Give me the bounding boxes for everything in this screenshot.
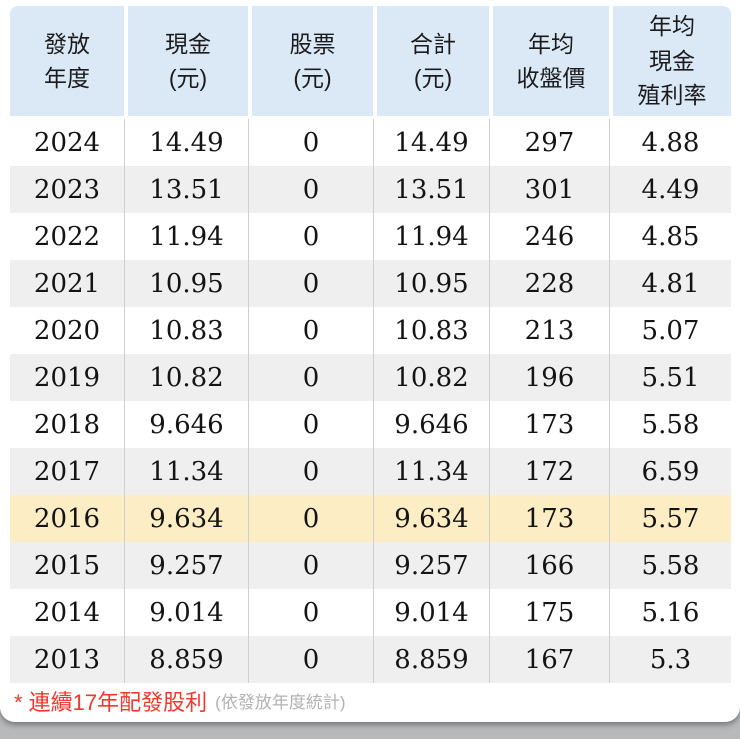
cell-total: 11.94 [373, 213, 489, 260]
cell-stock: 0 [248, 213, 373, 260]
cell-avg-close: 228 [489, 260, 609, 307]
col-header-avg-close: 年均 收盤價 [489, 6, 609, 119]
table-row: 2023 13.51 0 13.51 301 4.49 [10, 166, 731, 213]
cell-cash: 10.82 [124, 354, 248, 401]
table-row: 2016 9.634 0 9.634 173 5.57 [10, 495, 731, 542]
table-row: 2017 11.34 0 11.34 172 6.59 [10, 448, 731, 495]
cell-avg-close: 213 [489, 307, 609, 354]
table-row: 2022 11.94 0 11.94 246 4.85 [10, 213, 731, 260]
cell-year: 2022 [10, 213, 124, 260]
cell-total: 9.014 [373, 589, 489, 636]
cell-stock: 0 [248, 448, 373, 495]
footnote-sub: (依發放年度統計) [215, 693, 346, 712]
cell-cash-yield: 5.3 [609, 636, 731, 683]
cell-cash: 9.634 [124, 495, 248, 542]
cell-cash: 13.51 [124, 166, 248, 213]
table-body: 2024 14.49 0 14.49 297 4.88 2023 13.51 0 13.51 301… [10, 119, 731, 683]
cell-stock: 0 [248, 119, 373, 166]
table-row: 2020 10.83 0 10.83 213 5.07 [10, 307, 731, 354]
cell-cash-yield: 5.57 [609, 495, 731, 542]
cell-year: 2020 [10, 307, 124, 354]
cell-year: 2021 [10, 260, 124, 307]
cell-stock: 0 [248, 636, 373, 683]
cell-cash: 9.014 [124, 589, 248, 636]
footnote-main: * 連續17年配發股利 [14, 689, 208, 715]
cell-cash: 9.257 [124, 542, 248, 589]
cell-cash-yield: 5.58 [609, 401, 731, 448]
cell-year: 2023 [10, 166, 124, 213]
cell-cash: 10.95 [124, 260, 248, 307]
cell-year: 2018 [10, 401, 124, 448]
col-header-cash-yield: 年均 現金 殖利率 [609, 6, 731, 119]
cell-stock: 0 [248, 307, 373, 354]
cell-avg-close: 297 [489, 119, 609, 166]
cell-cash: 11.94 [124, 213, 248, 260]
cell-cash-yield: 4.49 [609, 166, 731, 213]
cell-total: 9.634 [373, 495, 489, 542]
cell-total: 11.34 [373, 448, 489, 495]
cell-total: 10.83 [373, 307, 489, 354]
table-row: 2013 8.859 0 8.859 167 5.3 [10, 636, 731, 683]
cell-cash: 10.83 [124, 307, 248, 354]
cell-stock: 0 [248, 495, 373, 542]
cell-total: 9.257 [373, 542, 489, 589]
cell-cash: 11.34 [124, 448, 248, 495]
dividend-table: 發放 年度 現金 (元) 股票 (元) 合計 (元) 年均 收盤價 年均 現金 … [10, 6, 731, 683]
cell-year: 2016 [10, 495, 124, 542]
cell-avg-close: 175 [489, 589, 609, 636]
cell-cash-yield: 5.51 [609, 354, 731, 401]
footnote-bar: * 連續17年配發股利 (依發放年度統計) [0, 683, 740, 718]
cell-year: 2015 [10, 542, 124, 589]
cell-year: 2024 [10, 119, 124, 166]
col-header-cash: 現金 (元) [124, 6, 248, 119]
cell-stock: 0 [248, 260, 373, 307]
cell-year: 2014 [10, 589, 124, 636]
cell-avg-close: 301 [489, 166, 609, 213]
cell-total: 13.51 [373, 166, 489, 213]
cell-total: 10.82 [373, 354, 489, 401]
cell-cash: 9.646 [124, 401, 248, 448]
cell-cash-yield: 4.85 [609, 213, 731, 260]
table-row: 2014 9.014 0 9.014 175 5.16 [10, 589, 731, 636]
cell-cash-yield: 5.16 [609, 589, 731, 636]
col-header-stock: 股票 (元) [248, 6, 373, 119]
cell-total: 10.95 [373, 260, 489, 307]
table-row: 2015 9.257 0 9.257 166 5.58 [10, 542, 731, 589]
cell-year: 2013 [10, 636, 124, 683]
cell-avg-close: 246 [489, 213, 609, 260]
col-header-issue-year: 發放 年度 [10, 6, 124, 119]
cell-stock: 0 [248, 401, 373, 448]
cell-avg-close: 173 [489, 495, 609, 542]
col-header-total: 合計 (元) [373, 6, 489, 119]
cell-cash-yield: 4.88 [609, 119, 731, 166]
table-row: 2024 14.49 0 14.49 297 4.88 [10, 119, 731, 166]
cell-stock: 0 [248, 354, 373, 401]
table-row: 2019 10.82 0 10.82 196 5.51 [10, 354, 731, 401]
cell-avg-close: 172 [489, 448, 609, 495]
cell-year: 2019 [10, 354, 124, 401]
cell-total: 14.49 [373, 119, 489, 166]
cell-avg-close: 167 [489, 636, 609, 683]
cell-year: 2017 [10, 448, 124, 495]
cell-cash-yield: 5.58 [609, 542, 731, 589]
cell-cash: 8.859 [124, 636, 248, 683]
cell-cash-yield: 4.81 [609, 260, 731, 307]
cell-cash-yield: 6.59 [609, 448, 731, 495]
table-row: 2018 9.646 0 9.646 173 5.58 [10, 401, 731, 448]
cell-total: 9.646 [373, 401, 489, 448]
cell-cash-yield: 5.07 [609, 307, 731, 354]
cell-total: 8.859 [373, 636, 489, 683]
cell-avg-close: 196 [489, 354, 609, 401]
cell-stock: 0 [248, 589, 373, 636]
cell-avg-close: 166 [489, 542, 609, 589]
table-header-row: 發放 年度 現金 (元) 股票 (元) 合計 (元) 年均 收盤價 年均 現金 … [10, 6, 731, 119]
dividend-history-card: 發放 年度 現金 (元) 股票 (元) 合計 (元) 年均 收盤價 年均 現金 … [0, 6, 740, 718]
cell-cash: 14.49 [124, 119, 248, 166]
cell-stock: 0 [248, 542, 373, 589]
cell-avg-close: 173 [489, 401, 609, 448]
table-row: 2021 10.95 0 10.95 228 4.81 [10, 260, 731, 307]
cell-stock: 0 [248, 166, 373, 213]
